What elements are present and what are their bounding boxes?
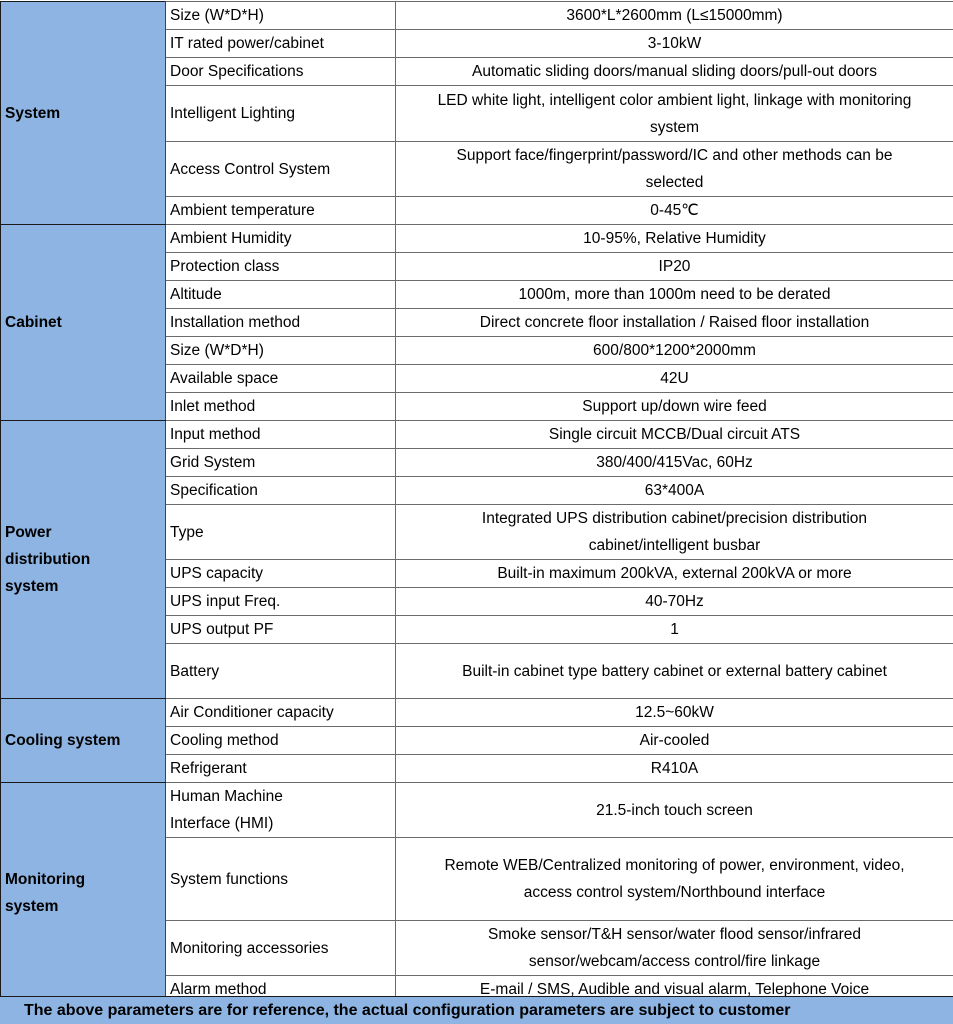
table-row: Cooling system Air Conditioner capacity 12… bbox=[0, 698, 953, 783]
table-row: Monitoring system Human Machine Interface… bbox=[0, 782, 953, 1004]
param-name: Protection class bbox=[165, 252, 396, 281]
param-value: 12.5~60kW bbox=[395, 698, 953, 727]
table-row: Type Integrated UPS distribution cabinet/… bbox=[1, 504, 953, 560]
param-name: Cooling method bbox=[165, 726, 396, 755]
table-row: Access Control System Support face/finger… bbox=[1, 141, 953, 197]
param-name: Installation method bbox=[165, 308, 396, 337]
param-name: Monitoring accessories bbox=[165, 920, 396, 976]
table-row: Monitoring accessories Smoke sensor/T&H s… bbox=[1, 920, 953, 976]
param-value: Smoke sensor/T&H sensor/water flood sens… bbox=[395, 920, 953, 976]
spec-table: System Size (W*D*H) 3600*L*2600mm (L≤15000… bbox=[0, 1, 953, 1004]
param-value: 380/400/415Vac, 60Hz bbox=[395, 448, 953, 477]
param-value: LED white light, intelligent color ambie… bbox=[395, 85, 953, 142]
param-name: Battery bbox=[165, 643, 396, 699]
group-label: Power distribution system bbox=[0, 420, 166, 699]
param-name: Inlet method bbox=[165, 392, 396, 421]
param-value: Support face/fingerprint/password/IC and… bbox=[395, 141, 953, 197]
param-value: 42U bbox=[395, 364, 953, 393]
table-row: IT rated power/cabinet 3-10kW bbox=[1, 29, 953, 58]
param-name: Size (W*D*H) bbox=[165, 1, 396, 30]
param-name: UPS capacity bbox=[165, 559, 396, 588]
param-value: 21.5-inch touch screen bbox=[395, 782, 953, 838]
param-value: 3600*L*2600mm (L≤15000mm) bbox=[395, 1, 953, 30]
param-name: Type bbox=[165, 504, 396, 560]
param-value: Air-cooled bbox=[395, 726, 953, 755]
param-name: Available space bbox=[165, 364, 396, 393]
param-name: Grid System bbox=[165, 448, 396, 477]
param-name: IT rated power/cabinet bbox=[165, 29, 396, 58]
param-name: Intelligent Lighting bbox=[165, 85, 396, 142]
table-row: Size (W*D*H) 600/800*1200*2000mm bbox=[1, 336, 953, 365]
param-name: Door Specifications bbox=[165, 57, 396, 86]
param-name: UPS input Freq. bbox=[165, 587, 396, 616]
param-value: Built-in maximum 200kVA, external 200kVA… bbox=[395, 559, 953, 588]
param-value: 0-45℃ bbox=[395, 196, 953, 225]
table-row: Power distribution system Input method Sin… bbox=[0, 420, 953, 699]
param-value: Remote WEB/Centralized monitoring of pow… bbox=[395, 837, 953, 921]
param-value: 1 bbox=[395, 615, 953, 644]
param-value: 40-70Hz bbox=[395, 587, 953, 616]
param-name: Size (W*D*H) bbox=[165, 336, 396, 365]
param-name: UPS output PF bbox=[165, 615, 396, 644]
table-row: UPS output PF 1 bbox=[1, 615, 953, 644]
param-name: Ambient Humidity bbox=[165, 224, 396, 253]
param-name: Air Conditioner capacity bbox=[165, 698, 396, 727]
table-row: Door Specifications Automatic sliding doo… bbox=[1, 57, 953, 86]
footer-note: The above parameters are for reference, … bbox=[0, 996, 953, 1024]
table-row: System Size (W*D*H) 3600*L*2600mm (L≤15000… bbox=[0, 1, 953, 225]
param-name: Ambient temperature bbox=[165, 196, 396, 225]
param-name: Specification bbox=[165, 476, 396, 505]
param-value: Built-in cabinet type battery cabinet or… bbox=[395, 643, 953, 699]
param-name: Altitude bbox=[165, 280, 396, 309]
param-value: R410A bbox=[395, 754, 953, 783]
table-row: Cabinet Ambient Humidity 10-95%, Relative … bbox=[0, 224, 953, 421]
param-value: 3-10kW bbox=[395, 29, 953, 58]
param-name: Access Control System bbox=[165, 141, 396, 197]
param-name: Human Machine Interface (HMI) bbox=[165, 782, 396, 838]
table-row: Ambient temperature 0-45℃ bbox=[1, 196, 953, 225]
group-label: Cabinet bbox=[0, 224, 166, 421]
param-value: Single circuit MCCB/Dual circuit ATS bbox=[395, 420, 953, 449]
table-row: System functions Remote WEB/Centralized m… bbox=[1, 837, 953, 921]
group-label: System bbox=[0, 1, 166, 225]
param-value: Automatic sliding doors/manual sliding d… bbox=[395, 57, 953, 86]
param-value: 1000m, more than 1000m need to be derate… bbox=[395, 280, 953, 309]
param-value: 600/800*1200*2000mm bbox=[395, 336, 953, 365]
param-name: Refrigerant bbox=[165, 754, 396, 783]
group-label: Cooling system bbox=[0, 698, 166, 783]
table-row: Available space 42U bbox=[1, 364, 953, 393]
group-label: Monitoring system bbox=[0, 782, 166, 1004]
param-value: IP20 bbox=[395, 252, 953, 281]
param-name: Input method bbox=[165, 420, 396, 449]
param-name: System functions bbox=[165, 837, 396, 921]
table-row: Inlet method Support up/down wire feed bbox=[1, 392, 953, 421]
table-row: Specification 63*400A bbox=[1, 476, 953, 505]
param-value: Direct concrete floor installation / Rai… bbox=[395, 308, 953, 337]
table-row: Altitude 1000m, more than 1000m need to b… bbox=[1, 280, 953, 309]
table-row: Installation method Direct concrete floor… bbox=[1, 308, 953, 337]
table-row: UPS capacity Built-in maximum 200kVA, ext… bbox=[1, 559, 953, 588]
param-value: Integrated UPS distribution cabinet/prec… bbox=[395, 504, 953, 560]
table-row: Intelligent Lighting LED white light, int… bbox=[1, 85, 953, 142]
param-value: Support up/down wire feed bbox=[395, 392, 953, 421]
param-value: 10-95%, Relative Humidity bbox=[395, 224, 953, 253]
table-row: Battery Built-in cabinet type battery cab… bbox=[1, 643, 953, 699]
param-value: 63*400A bbox=[395, 476, 953, 505]
